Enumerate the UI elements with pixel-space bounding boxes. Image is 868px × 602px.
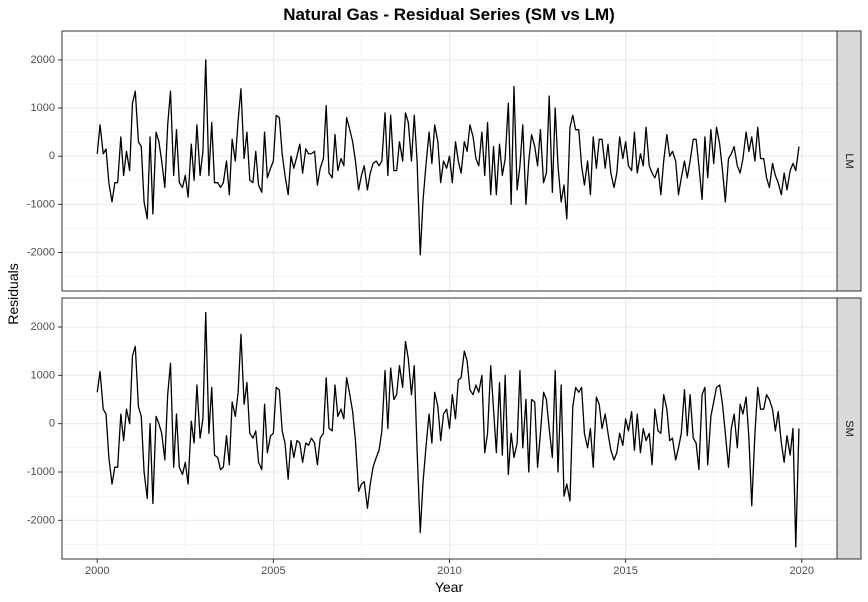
series-line-sm <box>96 311 800 548</box>
panel-sm: SM -2000 -1000 0 1000 2000 2000 2005 2010 2015 202… <box>27 297 862 577</box>
facet-strip <box>836 30 862 292</box>
x-tick-label: 2000 <box>85 565 109 577</box>
y-tick-label: -2000 <box>27 514 55 526</box>
y-tick-label: 2000 <box>31 321 55 333</box>
x-tick-label: 2005 <box>261 565 285 577</box>
y-tick-label: -1000 <box>27 198 55 210</box>
y-tick-label: 2000 <box>31 54 55 66</box>
y-axis-title: Residuals <box>5 263 21 324</box>
x-tick-label: 2020 <box>790 565 814 577</box>
facet-strip <box>836 297 862 560</box>
series-line-lm <box>96 59 800 256</box>
y-tick-label: -2000 <box>27 246 55 258</box>
x-tick-label: 2010 <box>437 565 461 577</box>
panels-group: LM -2000 -1000 0 1000 2000 SM -2000 -1000 0 1000 20… <box>27 30 862 577</box>
y-tick-label: 0 <box>49 418 55 430</box>
facet-strip-label: SM <box>843 420 855 437</box>
y-tick-label: 1000 <box>31 369 55 381</box>
x-tick-label: 2015 <box>613 565 637 577</box>
y-tick-label: -1000 <box>27 466 55 478</box>
y-tick-label: 0 <box>49 150 55 162</box>
x-axis-title: Year <box>435 579 464 595</box>
facet-strip-label: LM <box>843 153 855 168</box>
panel-lm: LM -2000 -1000 0 1000 2000 <box>27 30 862 292</box>
y-tick-label: 1000 <box>31 102 55 114</box>
chart-title: Natural Gas - Residual Series (SM vs LM) <box>283 5 615 24</box>
